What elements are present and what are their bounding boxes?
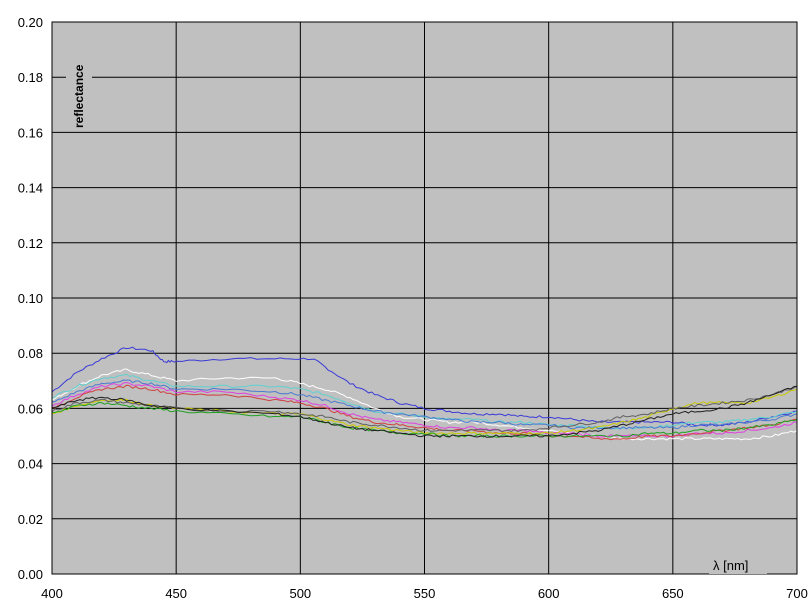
y-axis-label: reflectance <box>72 64 86 128</box>
series-line-4 <box>51 379 798 430</box>
y-tick-label: 0.10 <box>18 291 43 306</box>
x-tick-labels: 400 450 500 550 600 650 700 <box>41 586 808 601</box>
y-tick-label: 0.12 <box>18 236 43 251</box>
series-line-10 <box>51 385 798 438</box>
series-line-8 <box>51 385 798 433</box>
y-tick-label: 0.06 <box>18 401 43 416</box>
y-tick-label: 0.18 <box>18 70 43 85</box>
x-tick-label: 400 <box>41 586 63 601</box>
x-tick-label: 500 <box>289 586 311 601</box>
series-line-5 <box>51 381 798 438</box>
y-tick-label: 0.08 <box>18 346 43 361</box>
x-axis-label: λ [nm] <box>713 558 748 573</box>
y-tick-label: 0.02 <box>18 512 43 527</box>
y-tick-label: 0.04 <box>18 457 43 472</box>
y-tick-labels: 0.00 0.02 0.04 0.06 0.08 0.10 0.12 0.14 0.16 0.18… <box>18 15 43 582</box>
x-tick-label: 550 <box>414 586 436 601</box>
x-tick-label: 650 <box>662 586 684 601</box>
series-group <box>51 346 798 441</box>
x-tick-label: 700 <box>786 586 808 601</box>
plot-frame <box>51 21 798 575</box>
x-tick-label: 600 <box>538 586 560 601</box>
series-line-1 <box>51 346 797 427</box>
x-tick-label: 450 <box>165 586 187 601</box>
y-axis-label-bg <box>66 34 92 130</box>
y-tick-label: 0.16 <box>18 125 43 140</box>
y-tick-label: 0.00 <box>18 567 43 582</box>
series-line-2 <box>51 368 798 441</box>
y-tick-label: 0.14 <box>18 181 43 196</box>
y-tick-label: 0.20 <box>18 15 43 30</box>
x-axis-label-bg <box>709 554 767 574</box>
